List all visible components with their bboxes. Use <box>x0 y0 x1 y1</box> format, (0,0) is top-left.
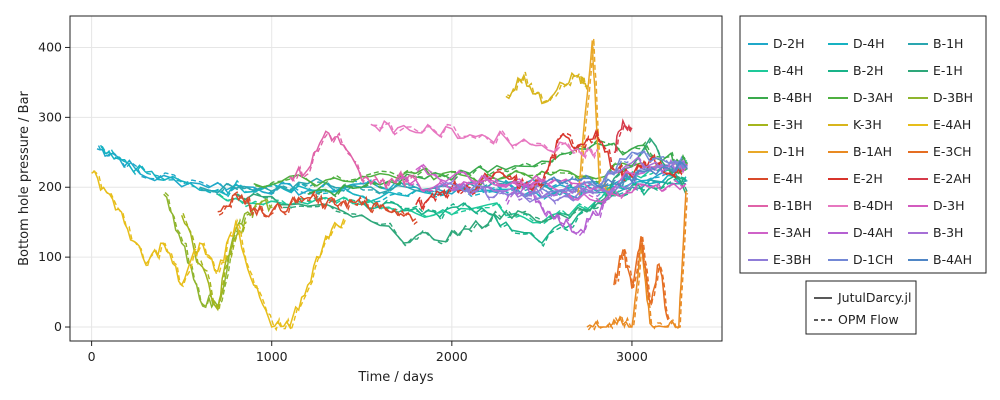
series-line-opm <box>218 189 418 225</box>
legend-label: E-3H <box>773 117 803 132</box>
legend-label: E-4AH <box>933 117 971 132</box>
y-tick-label: 200 <box>38 179 62 194</box>
y-tick-label: 100 <box>38 249 62 264</box>
series-line-jutul <box>370 120 597 158</box>
legend-label: B-3H <box>933 225 963 240</box>
series-line-jutul <box>613 236 669 321</box>
legend-label: E-2AH <box>933 171 971 186</box>
legend-label: E-2H <box>853 171 883 186</box>
series-line-opm <box>182 213 247 313</box>
x-tick-label: 2000 <box>436 349 468 364</box>
legend-label: B-4H <box>773 63 803 78</box>
series-line-opm <box>578 38 616 197</box>
x-tick-label: 3000 <box>616 349 648 364</box>
legend-label: E-3BH <box>773 252 811 267</box>
legend-label: D-1CH <box>853 252 893 267</box>
legend-label: K-3H <box>853 117 882 132</box>
series-line-opm <box>507 71 589 103</box>
x-tick-label: 1000 <box>256 349 288 364</box>
legend-label: E-3CH <box>933 144 972 159</box>
y-tick-label: 0 <box>54 319 62 334</box>
style-legend-label: OPM Flow <box>838 312 899 327</box>
series-line-jutul <box>180 214 246 312</box>
legend-label: D-4H <box>853 36 885 51</box>
series-line-jutul <box>253 161 687 188</box>
legend-label: B-2H <box>853 63 883 78</box>
series-line-opm <box>416 129 688 212</box>
series-line-jutul <box>415 129 687 211</box>
plot-frame <box>69 15 723 342</box>
series-line-jutul <box>586 190 687 328</box>
style-legend-frame <box>805 280 917 335</box>
series-line-jutul <box>505 184 615 234</box>
y-tick-label: 400 <box>38 39 62 54</box>
ticks: 0 1000 2000 3000 0 100 200 300 400 <box>38 39 648 364</box>
series-line-jutul <box>523 150 687 196</box>
y-tick-label: 300 <box>38 109 62 124</box>
legend-label: E-4H <box>773 171 803 186</box>
legend-label: D-4AH <box>853 225 893 240</box>
series-line-opm <box>615 122 634 152</box>
legend-label: B-4BH <box>773 90 812 105</box>
series-line-jutul <box>451 156 687 199</box>
style-legend-label: JutulDarcy.jl <box>837 290 911 305</box>
x-tick-label: 0 <box>88 349 96 364</box>
series-line-opm <box>416 162 688 206</box>
series-group <box>91 38 689 333</box>
series-legend: D-2H D-4H B-1H B-4H B-2H E-1H B-4BH D-3AH D-3BH E… <box>739 15 987 274</box>
legend-label: B-1BH <box>773 198 812 213</box>
series-line-jutul <box>541 160 687 189</box>
legend-label: D-2H <box>773 36 805 51</box>
style-legend: JutulDarcy.jl OPM Flow <box>805 280 917 335</box>
legend-label: B-4DH <box>853 198 893 213</box>
legend-label: E-3AH <box>773 225 811 240</box>
legend-label: B-1AH <box>853 144 892 159</box>
series-line-opm <box>453 157 688 202</box>
series-line-opm <box>236 138 689 247</box>
series-line-jutul <box>433 162 687 203</box>
series-line-opm <box>372 121 599 160</box>
x-axis-label: Time / days <box>357 370 433 385</box>
legend-label: D-3BH <box>933 90 973 105</box>
series-line-jutul <box>505 71 588 105</box>
series-line-jutul <box>613 118 633 154</box>
legend-label: E-1H <box>933 63 963 78</box>
series-line-opm <box>434 159 688 205</box>
series-line-opm <box>309 139 689 198</box>
legend-label: D-1H <box>773 144 805 159</box>
series-line-jutul <box>91 170 345 329</box>
y-axis-label: Bottom hole pressure / Bar <box>17 90 32 265</box>
series-line-opm <box>542 161 688 189</box>
series-line-jutul <box>361 175 687 245</box>
series-line-jutul <box>289 130 417 190</box>
legend-label: D-3AH <box>853 90 893 105</box>
legend-label: D-3H <box>933 198 965 213</box>
series-legend-frame <box>739 15 987 274</box>
legend-label: B-4AH <box>933 252 972 267</box>
series-line-jutul <box>217 192 417 223</box>
series-line-opm <box>255 162 688 191</box>
legend-label: B-1H <box>933 36 963 51</box>
